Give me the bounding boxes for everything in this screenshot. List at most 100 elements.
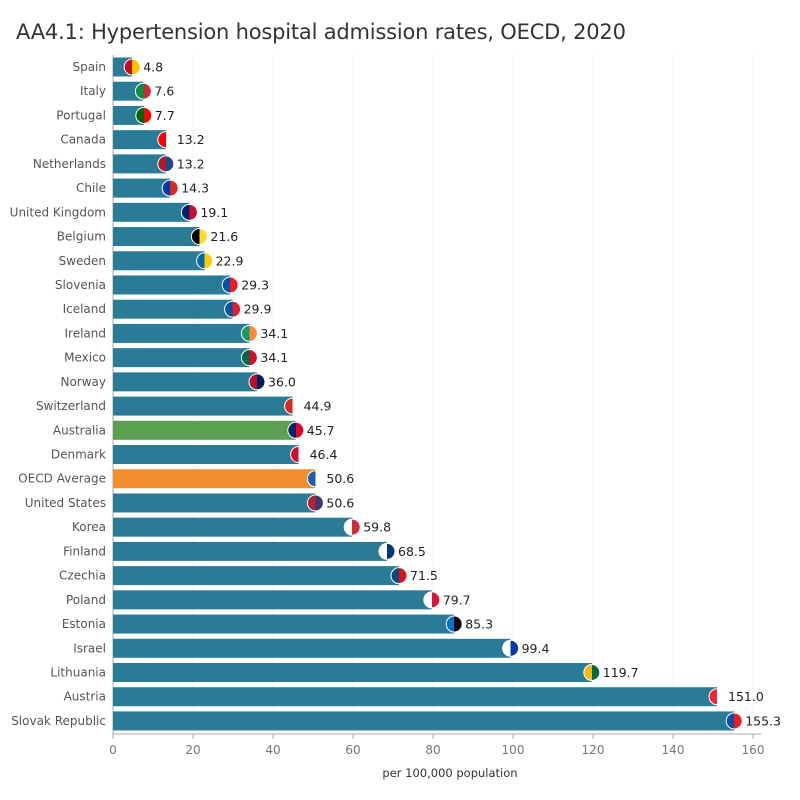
bar — [113, 687, 717, 707]
bar — [113, 566, 399, 586]
bar — [113, 299, 233, 319]
data-label: 14.3 — [181, 181, 209, 196]
category-label: United Kingdom — [10, 205, 106, 219]
data-label: 29.3 — [241, 277, 269, 292]
x-tick-label: 160 — [742, 743, 765, 757]
flag-icon — [287, 421, 305, 439]
category-label: Australia — [53, 423, 106, 437]
bar — [113, 469, 316, 489]
data-label: 13.2 — [177, 132, 205, 147]
data-label: 7.7 — [155, 108, 175, 123]
x-axis-title: per 100,000 population — [382, 766, 517, 780]
category-label: Estonia — [62, 617, 106, 631]
flag-icon — [445, 615, 463, 633]
flag-icon — [221, 276, 239, 294]
category-label: Canada — [60, 133, 106, 147]
category-label: United States — [25, 496, 106, 510]
category-label: Finland — [63, 544, 106, 558]
data-label: 50.6 — [326, 495, 354, 510]
bar — [113, 178, 171, 198]
x-tick-label: 60 — [345, 743, 360, 757]
flag-icon — [180, 203, 198, 221]
category-label: Ireland — [64, 326, 106, 340]
category-label: Spain — [72, 60, 106, 74]
data-label: 68.5 — [398, 544, 426, 559]
flag-icon — [157, 131, 175, 149]
flag-icon — [190, 228, 208, 246]
data-label: 7.6 — [154, 84, 174, 99]
bar — [113, 323, 250, 343]
category-label: Poland — [66, 593, 106, 607]
data-label: 4.8 — [143, 60, 163, 75]
category-label: Denmark — [51, 448, 106, 462]
x-tick-label: 120 — [582, 743, 605, 757]
category-label: Slovenia — [55, 278, 106, 292]
category-label: Iceland — [63, 302, 106, 316]
data-label: 34.1 — [260, 326, 288, 341]
data-label: 45.7 — [307, 423, 335, 438]
data-label: 21.6 — [210, 229, 238, 244]
flag-icon — [378, 542, 396, 560]
flag-icon — [306, 470, 324, 488]
flag-icon — [248, 373, 266, 391]
flag-icon — [196, 252, 214, 270]
bar — [113, 663, 592, 682]
flag-icon — [725, 712, 743, 730]
category-label: Korea — [72, 520, 106, 534]
category-label: Italy — [80, 84, 106, 98]
flag-icon — [708, 688, 726, 706]
data-label: 19.1 — [200, 205, 228, 220]
flag-icon — [502, 639, 520, 657]
bar — [113, 372, 257, 392]
flag-icon — [583, 664, 601, 681]
data-label: 59.8 — [363, 520, 391, 535]
bar — [113, 445, 299, 465]
bar — [113, 105, 144, 125]
x-tick-label: 0 — [109, 743, 117, 757]
flag-icon — [343, 518, 361, 536]
data-label: 99.4 — [522, 641, 550, 656]
data-label: 155.3 — [745, 713, 781, 728]
bar — [113, 396, 293, 416]
data-label: 44.9 — [304, 399, 332, 414]
bar — [113, 420, 296, 440]
bar — [113, 251, 205, 271]
x-tick-label: 140 — [662, 743, 685, 757]
category-label: Portugal — [56, 108, 106, 122]
flag-icon — [157, 155, 175, 173]
category-label: Slovak Republic — [11, 714, 106, 728]
bar — [113, 81, 144, 101]
data-label: 79.7 — [443, 592, 471, 607]
x-tick-label: 80 — [425, 743, 440, 757]
bar — [113, 541, 387, 561]
bar — [113, 154, 166, 174]
bar — [113, 638, 511, 658]
flag-icon — [290, 446, 308, 464]
data-label: 119.7 — [603, 665, 639, 680]
bar — [113, 517, 353, 537]
data-label: 34.1 — [260, 350, 288, 365]
data-label: 85.3 — [465, 617, 493, 632]
bar — [113, 275, 231, 295]
flag-icon — [123, 58, 141, 76]
category-label: Norway — [60, 375, 106, 389]
data-label: 36.0 — [268, 374, 296, 389]
flag-icon — [135, 106, 153, 124]
data-label: 22.9 — [216, 253, 244, 268]
x-tick-label: 100 — [502, 743, 525, 757]
flag-icon — [284, 397, 302, 415]
flag-icon — [306, 494, 324, 512]
flag-icon — [161, 179, 179, 197]
flag-icon — [240, 324, 258, 342]
bar — [113, 590, 432, 610]
data-label: 29.9 — [244, 302, 272, 317]
data-label: 151.0 — [728, 689, 764, 704]
bar — [113, 711, 735, 731]
x-tick-label: 40 — [265, 743, 280, 757]
x-tick-label: 20 — [185, 743, 200, 757]
bar — [113, 614, 455, 634]
category-label: Mexico — [64, 351, 106, 365]
category-label: Switzerland — [36, 399, 106, 413]
category-label: Netherlands — [33, 157, 106, 171]
